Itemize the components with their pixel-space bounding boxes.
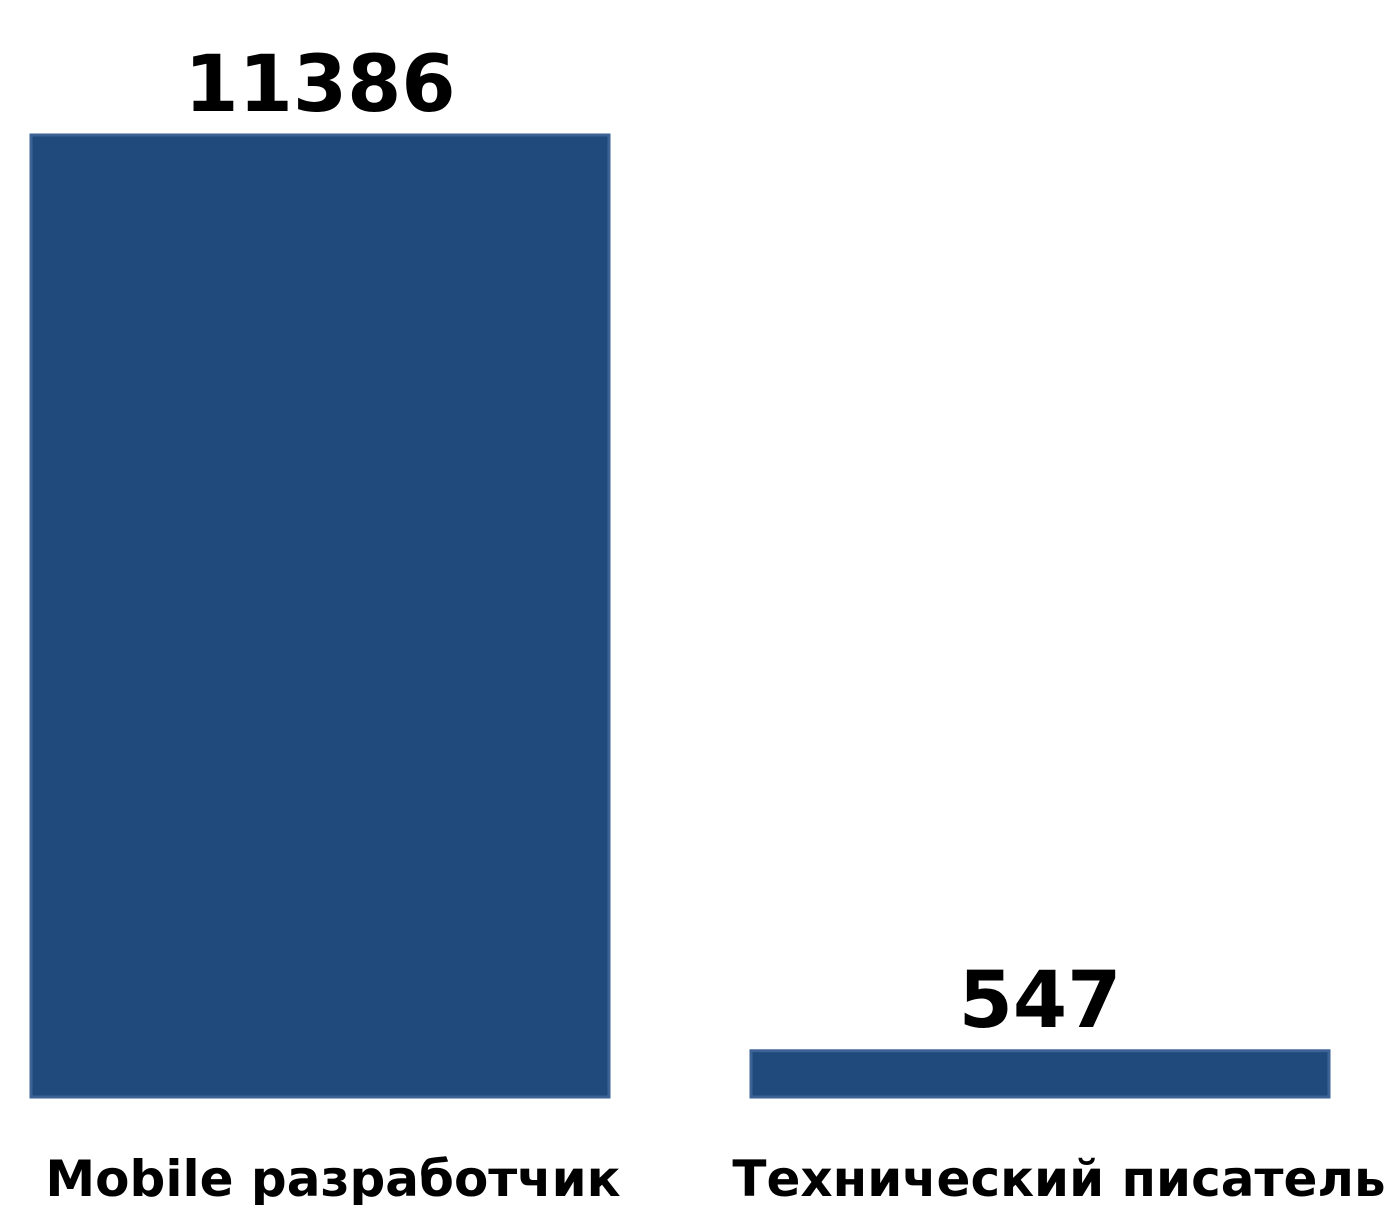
- x-tick-label: Mobile разработчик: [45, 1150, 620, 1205]
- bar: [749, 1049, 1331, 1099]
- value-label: 547: [959, 956, 1122, 1046]
- x-tick-label: Технический писатель: [732, 1150, 1384, 1205]
- bar: [29, 133, 611, 1099]
- value-label: 11386: [184, 40, 455, 130]
